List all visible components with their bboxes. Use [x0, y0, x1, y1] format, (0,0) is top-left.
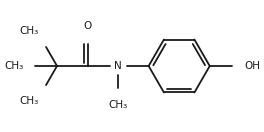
Text: CH₃: CH₃ — [4, 61, 23, 71]
Text: CH₃: CH₃ — [109, 100, 128, 110]
Text: CH₃: CH₃ — [20, 95, 39, 105]
Text: O: O — [83, 21, 92, 31]
Text: N: N — [114, 61, 122, 71]
Text: CH₃: CH₃ — [20, 27, 39, 37]
Text: OH: OH — [244, 61, 260, 71]
